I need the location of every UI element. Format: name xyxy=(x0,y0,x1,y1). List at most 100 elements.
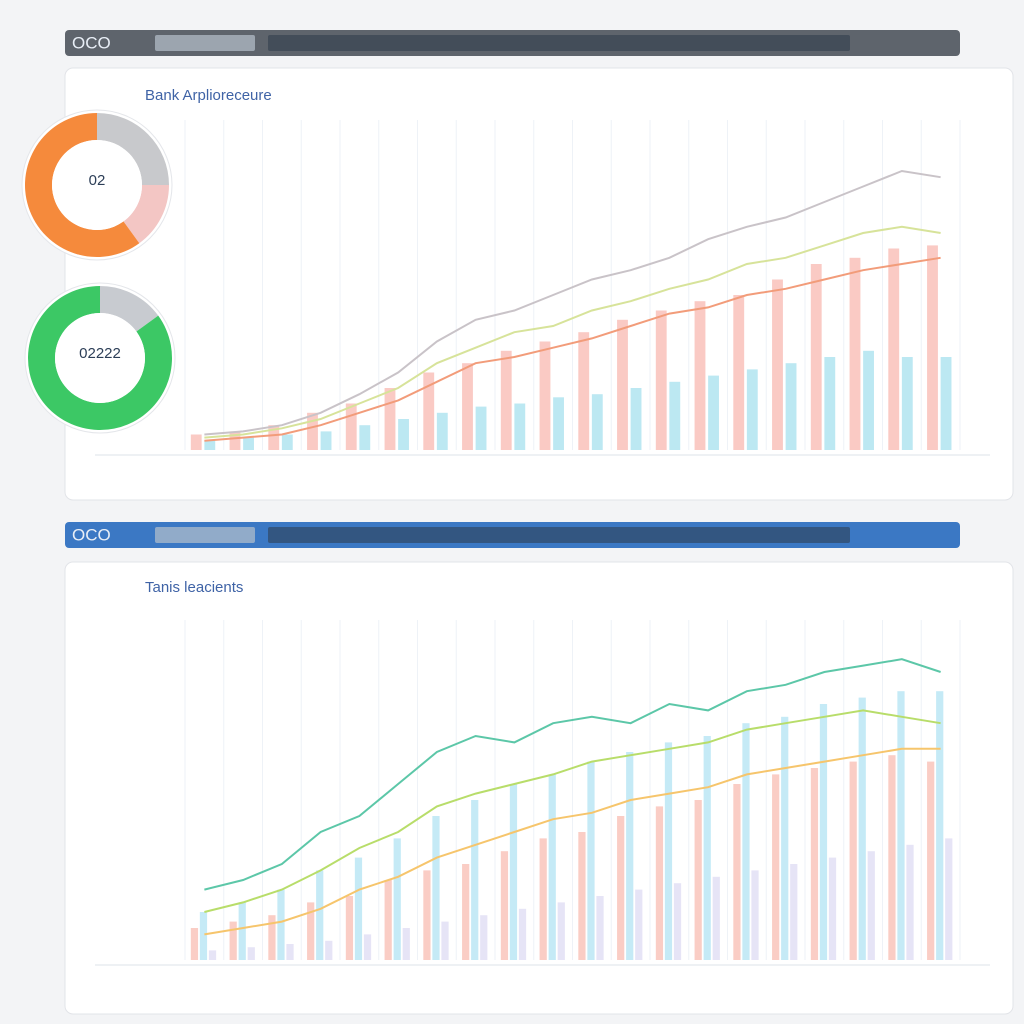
bar xyxy=(480,915,488,960)
bar xyxy=(824,357,836,450)
donut-hole xyxy=(55,313,145,403)
bar xyxy=(557,902,565,960)
line xyxy=(204,169,941,436)
bar xyxy=(858,697,866,960)
bar xyxy=(742,723,750,960)
bar xyxy=(703,736,711,960)
bar xyxy=(199,912,208,960)
bar xyxy=(247,947,255,960)
bar xyxy=(655,806,664,960)
bar xyxy=(462,864,470,960)
bar xyxy=(733,295,745,450)
address-bar xyxy=(268,527,850,543)
bar xyxy=(436,412,448,450)
bar xyxy=(888,755,896,960)
bar xyxy=(790,864,798,960)
bar xyxy=(751,870,759,960)
bar xyxy=(281,434,293,450)
bar xyxy=(772,279,783,450)
bar xyxy=(514,403,526,450)
bar xyxy=(432,816,440,960)
bar xyxy=(927,761,935,960)
bar xyxy=(867,851,875,960)
bar xyxy=(268,915,276,960)
bar xyxy=(475,406,487,450)
donut-slice xyxy=(27,286,172,431)
bar xyxy=(578,332,590,450)
bar xyxy=(307,902,315,960)
tab xyxy=(155,527,255,543)
bar xyxy=(423,870,431,960)
donut-slice xyxy=(123,185,169,244)
window-label: OCO xyxy=(72,33,111,52)
bar xyxy=(927,245,938,450)
bar xyxy=(591,394,603,450)
bar xyxy=(539,838,547,960)
bar xyxy=(669,381,681,450)
bar xyxy=(268,425,280,450)
bar xyxy=(316,870,324,960)
bar xyxy=(733,784,741,960)
bar xyxy=(746,369,758,450)
bar xyxy=(578,832,586,960)
bar xyxy=(626,752,634,960)
bar xyxy=(617,816,625,960)
bar xyxy=(694,800,702,960)
bar xyxy=(940,357,952,450)
bar xyxy=(363,934,372,960)
window-label: OCO xyxy=(72,525,111,544)
donut-center-label: 02222 xyxy=(79,345,121,362)
bar xyxy=(384,388,396,450)
bar xyxy=(785,363,797,450)
line xyxy=(204,709,941,913)
bar xyxy=(402,928,410,960)
address-bar xyxy=(268,35,850,51)
panel-title: Tanis leacients xyxy=(145,579,243,596)
bar xyxy=(325,940,333,960)
bar xyxy=(518,908,527,960)
bar xyxy=(359,425,371,450)
bar xyxy=(509,784,518,960)
bar xyxy=(345,896,354,960)
bar xyxy=(548,774,556,960)
donut-center-label: 02 xyxy=(89,172,106,189)
bar xyxy=(810,264,822,450)
bar xyxy=(819,704,828,960)
bar xyxy=(229,431,241,450)
bar xyxy=(587,761,595,960)
bar xyxy=(596,896,604,960)
bar xyxy=(423,372,435,450)
bar xyxy=(204,440,216,450)
bar xyxy=(462,363,473,450)
tab xyxy=(155,35,255,51)
bar xyxy=(655,310,667,450)
bar xyxy=(229,921,237,960)
bar xyxy=(772,774,780,960)
bar xyxy=(500,350,512,450)
donut-hole xyxy=(52,140,142,230)
bar xyxy=(277,889,285,960)
bar xyxy=(617,319,628,450)
bar xyxy=(500,851,509,960)
bar xyxy=(664,742,673,960)
bar xyxy=(694,301,706,450)
bar xyxy=(897,691,905,960)
bar xyxy=(441,921,449,960)
line xyxy=(204,658,941,891)
bar xyxy=(849,257,861,450)
bar xyxy=(781,716,789,960)
bar xyxy=(901,357,913,450)
bar xyxy=(945,838,953,960)
bar xyxy=(238,902,246,960)
bar xyxy=(190,928,199,960)
bar xyxy=(712,876,720,960)
bar xyxy=(398,419,409,450)
donut-slice xyxy=(97,113,169,185)
bar xyxy=(863,350,874,450)
bar xyxy=(307,412,318,450)
bar xyxy=(828,857,837,960)
line xyxy=(204,225,941,439)
bar xyxy=(553,397,564,450)
